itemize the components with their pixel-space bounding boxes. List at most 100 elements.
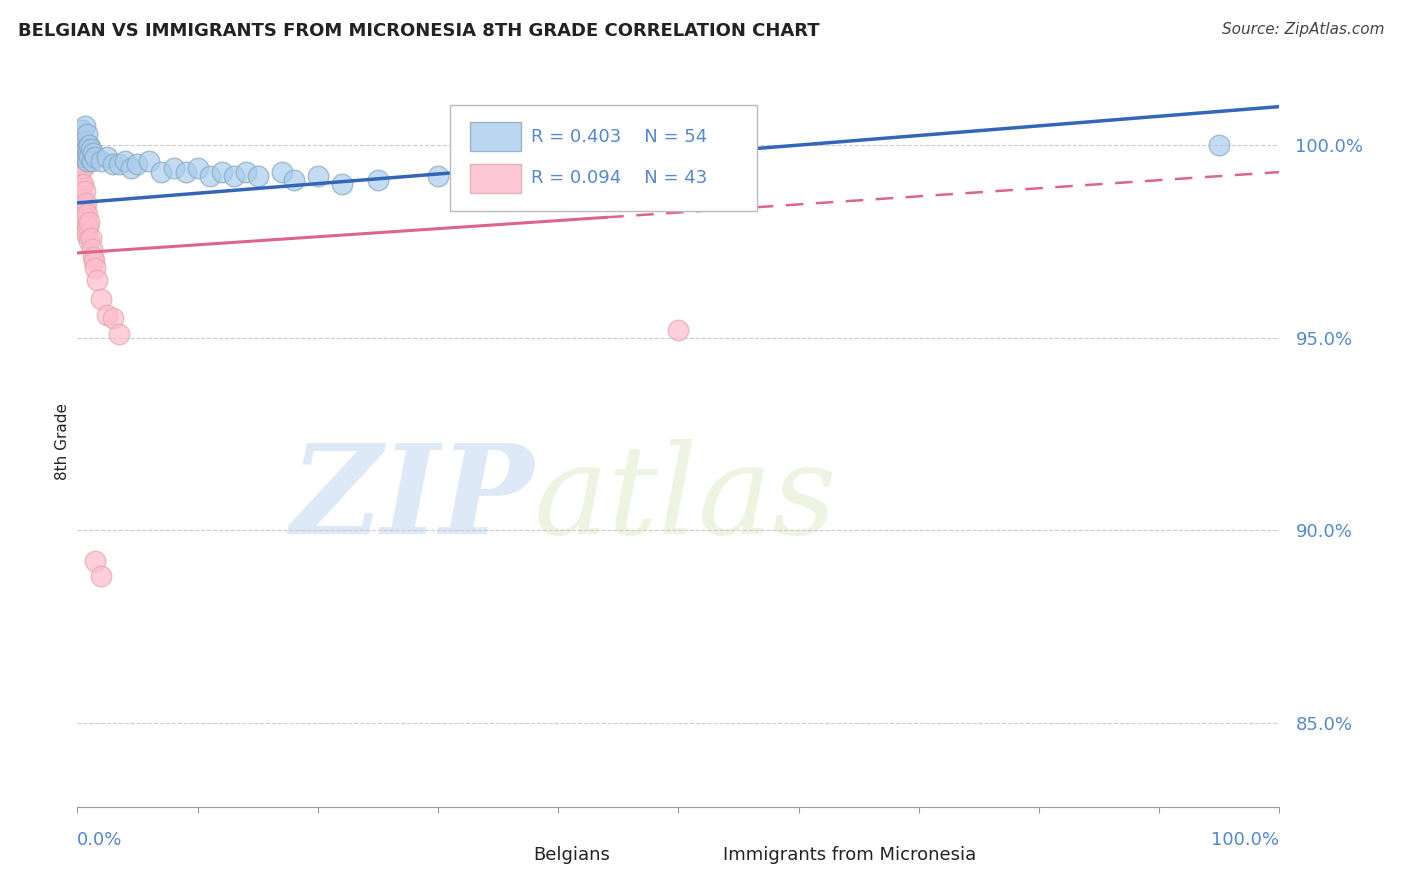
Point xyxy=(571,169,593,183)
Point xyxy=(90,292,112,306)
Point xyxy=(76,223,98,237)
Text: R = 0.094    N = 43: R = 0.094 N = 43 xyxy=(530,169,707,187)
Point xyxy=(211,165,233,179)
Bar xyxy=(479,846,526,864)
Point xyxy=(70,177,93,191)
Point xyxy=(69,153,91,168)
Text: 100.0%: 100.0% xyxy=(1212,830,1279,848)
Point xyxy=(174,165,197,179)
Point xyxy=(367,173,389,187)
Point xyxy=(103,157,125,171)
Point xyxy=(103,311,125,326)
Point xyxy=(70,142,93,156)
Text: ZIP: ZIP xyxy=(291,439,534,561)
Point xyxy=(127,157,149,171)
Text: Belgians: Belgians xyxy=(533,846,610,863)
Point xyxy=(75,227,97,241)
Point xyxy=(77,145,100,160)
Text: atlas: atlas xyxy=(534,439,838,561)
Point xyxy=(283,173,305,187)
Point xyxy=(607,165,630,179)
Point xyxy=(82,250,104,264)
Point xyxy=(1208,138,1230,153)
Point xyxy=(79,215,101,229)
Point xyxy=(523,165,546,179)
Point xyxy=(72,207,94,221)
Point xyxy=(72,161,94,176)
Point xyxy=(246,169,269,183)
Text: BELGIAN VS IMMIGRANTS FROM MICRONESIA 8TH GRADE CORRELATION CHART: BELGIAN VS IMMIGRANTS FROM MICRONESIA 8T… xyxy=(18,22,820,40)
Point xyxy=(330,177,353,191)
Point xyxy=(79,142,101,156)
Point xyxy=(70,192,93,206)
Point xyxy=(108,157,131,171)
Point xyxy=(427,169,450,183)
Point xyxy=(72,223,94,237)
Point xyxy=(76,153,98,168)
Point xyxy=(70,145,93,160)
Point xyxy=(235,165,257,179)
Point xyxy=(307,169,329,183)
Point xyxy=(72,192,94,206)
Point xyxy=(76,142,98,156)
Point xyxy=(76,207,98,221)
Point xyxy=(82,145,104,160)
Point xyxy=(79,235,101,249)
Point xyxy=(75,150,97,164)
FancyBboxPatch shape xyxy=(450,105,756,211)
Point xyxy=(73,215,96,229)
Point xyxy=(75,195,97,210)
Point xyxy=(84,150,107,164)
Point xyxy=(73,119,96,133)
Point xyxy=(70,177,93,191)
Point xyxy=(69,161,91,176)
Point xyxy=(668,323,690,337)
Point xyxy=(86,273,108,287)
Y-axis label: 8th Grade: 8th Grade xyxy=(55,403,70,480)
Point xyxy=(79,138,101,153)
Point xyxy=(73,145,96,160)
Point xyxy=(96,308,118,322)
Point xyxy=(162,161,184,176)
Point xyxy=(90,153,112,168)
Point xyxy=(72,177,94,191)
Text: R = 0.403    N = 54: R = 0.403 N = 54 xyxy=(530,128,707,145)
Point xyxy=(486,169,509,183)
Point xyxy=(70,138,93,153)
Point xyxy=(96,150,118,164)
Bar xyxy=(471,122,520,151)
Point xyxy=(72,134,94,148)
Text: Source: ZipAtlas.com: Source: ZipAtlas.com xyxy=(1222,22,1385,37)
Point xyxy=(90,569,112,583)
Point xyxy=(198,169,221,183)
Point xyxy=(138,153,160,168)
Point xyxy=(69,145,91,160)
Point xyxy=(69,134,91,148)
Point xyxy=(114,153,136,168)
Point xyxy=(108,326,131,341)
Point xyxy=(75,142,97,156)
Point xyxy=(72,150,94,164)
Point xyxy=(84,554,107,568)
Point xyxy=(547,173,569,187)
Point xyxy=(70,142,93,156)
Point xyxy=(222,169,245,183)
Point xyxy=(73,200,96,214)
Point xyxy=(67,142,90,156)
Point xyxy=(70,150,93,164)
Text: 0.0%: 0.0% xyxy=(77,830,122,848)
Point xyxy=(70,153,93,168)
Point xyxy=(72,142,94,156)
Point xyxy=(80,153,103,168)
Point xyxy=(70,122,93,136)
Point xyxy=(76,127,98,141)
Text: Immigrants from Micronesia: Immigrants from Micronesia xyxy=(723,846,976,863)
Point xyxy=(270,165,292,179)
Point xyxy=(150,165,173,179)
Point xyxy=(80,242,103,256)
Point xyxy=(70,130,93,145)
Point xyxy=(120,161,142,176)
Point xyxy=(451,165,474,179)
Point xyxy=(69,145,91,160)
Point xyxy=(67,150,90,164)
